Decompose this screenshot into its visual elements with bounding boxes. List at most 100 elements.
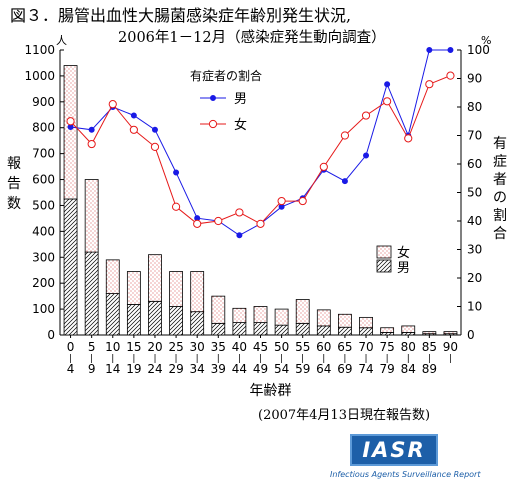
x-tick-label-end: 39 bbox=[211, 362, 226, 376]
y2-tick-label: 50 bbox=[467, 186, 482, 200]
x-tick-separator: | bbox=[132, 354, 135, 364]
iasr-logo-subtitle: Infectious Agents Surveillance Report bbox=[330, 470, 481, 479]
y-tick-label: 900 bbox=[32, 95, 55, 109]
bar-female bbox=[232, 307, 247, 323]
y2-tick-label: 90 bbox=[467, 72, 482, 86]
x-tick-separator: | bbox=[322, 354, 325, 364]
y-tick-label: 200 bbox=[32, 276, 55, 290]
bar-male bbox=[232, 322, 247, 336]
bar-female bbox=[338, 313, 352, 328]
x-tick-label-start: 85 bbox=[422, 340, 437, 354]
x-tick-label-start: 60 bbox=[316, 340, 331, 354]
x-tick-label-start: 75 bbox=[379, 340, 394, 354]
x-tick-label-end: 4 bbox=[67, 362, 75, 376]
legend-swatch-male bbox=[376, 259, 392, 273]
point-female bbox=[171, 202, 181, 211]
point-male bbox=[341, 178, 348, 185]
chart-subtitle: 2006年1－12月（感染症発生動向調査） bbox=[118, 30, 386, 46]
x-tick-label-end: 19 bbox=[126, 362, 141, 376]
bar-male bbox=[338, 326, 352, 336]
point-female bbox=[277, 196, 286, 206]
x-tick-label-start: 30 bbox=[190, 340, 205, 354]
x-tick-separator: | bbox=[90, 354, 93, 364]
bar-male bbox=[295, 322, 310, 336]
y-tick-label: 1000 bbox=[24, 69, 55, 83]
point-female bbox=[383, 97, 392, 106]
y2-tick-label: 100 bbox=[467, 43, 490, 57]
bar-female bbox=[148, 254, 162, 302]
y2-axis-title: 有症者の割合 bbox=[493, 136, 507, 242]
x-tick-label-start: 45 bbox=[253, 340, 268, 354]
point-male bbox=[236, 232, 243, 239]
legend-marker-male bbox=[210, 95, 216, 101]
x-tick-separator: | bbox=[407, 354, 410, 364]
x-tick-separator: | bbox=[280, 354, 283, 364]
point-female bbox=[193, 219, 202, 228]
bar-male bbox=[105, 293, 120, 336]
x-tick-label-start: 90 bbox=[443, 340, 458, 354]
x-tick-label-end: 74 bbox=[358, 362, 373, 376]
x-tick-label-end: 59 bbox=[295, 362, 310, 376]
y-unit-label: 人 bbox=[56, 34, 67, 47]
point-male bbox=[88, 126, 95, 133]
x-tick-separator: | bbox=[343, 354, 346, 364]
line-female bbox=[70, 75, 451, 225]
x-tick-separator: | bbox=[69, 354, 72, 364]
x-tick-separator: | bbox=[175, 354, 178, 364]
x-tick-separator: | bbox=[386, 354, 389, 364]
x-tick-label-end: 64 bbox=[316, 362, 331, 376]
x-tick-label-start: 55 bbox=[295, 340, 310, 354]
x-tick-label-end: 9 bbox=[88, 362, 96, 376]
bar-male bbox=[359, 327, 373, 336]
x-tick-separator: | bbox=[217, 354, 220, 364]
x-tick-separator: | bbox=[153, 354, 156, 364]
point-female bbox=[404, 134, 413, 143]
bar-female bbox=[253, 306, 268, 323]
x-tick-label-end: 34 bbox=[190, 362, 205, 376]
x-tick-separator: | bbox=[365, 354, 368, 364]
bar-male bbox=[63, 198, 78, 336]
legend-bar-label-female: 女 bbox=[397, 245, 410, 261]
point-male bbox=[426, 47, 433, 53]
y-tick-label: 700 bbox=[32, 147, 55, 161]
bar-female bbox=[295, 299, 310, 324]
x-tick-separator: | bbox=[449, 354, 452, 364]
bar-female bbox=[443, 331, 458, 335]
bar-female bbox=[316, 309, 331, 327]
legend-bar-label-male: 男 bbox=[397, 261, 410, 276]
x-tick-label-start: 5 bbox=[88, 340, 96, 354]
x-tick-label-start: 80 bbox=[401, 340, 416, 354]
point-female bbox=[256, 219, 265, 228]
bar-female bbox=[169, 271, 183, 307]
point-female bbox=[446, 71, 455, 80]
bar-male bbox=[126, 304, 141, 336]
y-tick-label: 500 bbox=[32, 198, 55, 212]
x-tick-label-end: 69 bbox=[337, 362, 352, 376]
bar-female bbox=[401, 325, 416, 333]
point-female bbox=[319, 162, 328, 171]
bar-male bbox=[148, 300, 162, 336]
x-axis-title: 年齢群 bbox=[250, 383, 292, 399]
bar-female bbox=[84, 179, 99, 253]
y-tick-label: 800 bbox=[32, 121, 55, 135]
y-tick-label: 1100 bbox=[24, 43, 55, 57]
report-date-note: (2007年4月13日現在報告数) bbox=[258, 408, 431, 423]
x-tick-label-end: 49 bbox=[253, 362, 268, 376]
iasr-logo: IASR bbox=[350, 434, 438, 466]
x-tick-separator: | bbox=[259, 354, 262, 364]
x-tick-label-end: 29 bbox=[168, 362, 183, 376]
point-female bbox=[87, 139, 96, 149]
bar-female bbox=[190, 271, 205, 313]
x-tick-label-start: 15 bbox=[126, 340, 141, 354]
y-axis-title: 報告数 bbox=[7, 156, 21, 212]
chart-title: 図３．腸管出血性大腸菌感染症年齢別発生状況, bbox=[10, 6, 352, 25]
line-legend-title: 有症者の割合 bbox=[190, 68, 262, 83]
y-tick-label: 300 bbox=[32, 250, 55, 264]
x-tick-label-start: 10 bbox=[105, 340, 120, 354]
x-tick-label-start: 40 bbox=[232, 340, 247, 354]
x-tick-label-end: 89 bbox=[422, 362, 437, 376]
x-tick-label-end: 14 bbox=[105, 362, 120, 376]
y2-unit-label: % bbox=[481, 34, 491, 47]
point-female bbox=[425, 80, 434, 89]
bar-male bbox=[211, 322, 226, 336]
